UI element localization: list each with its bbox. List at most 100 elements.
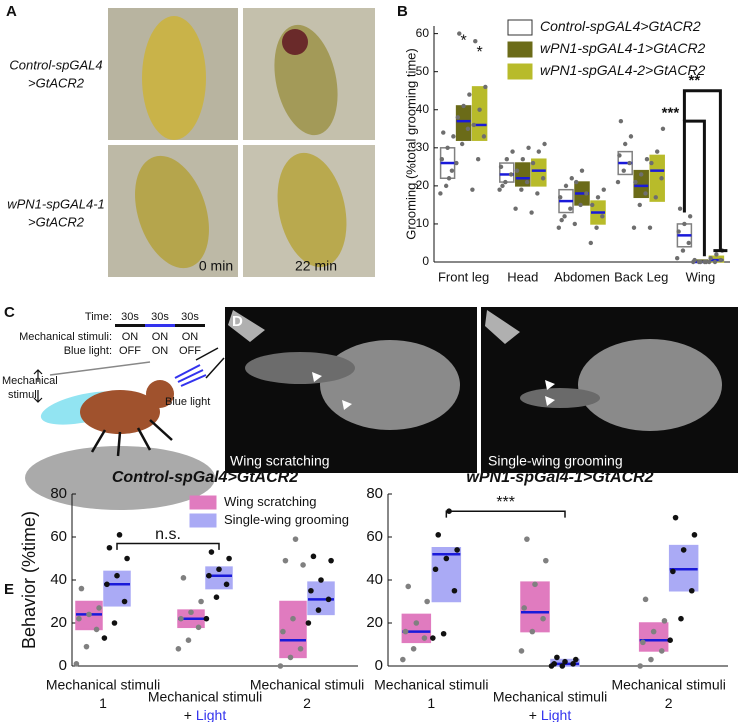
data-point <box>660 126 666 131</box>
data-point <box>572 221 577 227</box>
data-point <box>686 240 691 246</box>
significance-bracket <box>445 510 566 518</box>
data-point <box>223 581 230 588</box>
data-point <box>325 596 332 603</box>
data-point <box>504 157 509 162</box>
data-point <box>698 259 703 265</box>
x-tick-label: Wing <box>686 269 716 284</box>
data-point <box>687 214 693 219</box>
state: ON <box>122 331 139 343</box>
data-point <box>86 611 92 618</box>
data-point <box>454 160 459 166</box>
x-tick-sublabel: + Light <box>529 707 572 722</box>
probe <box>49 361 151 376</box>
data-point <box>185 637 192 643</box>
data-point <box>551 661 557 667</box>
panel-d: D Wing scratching Single-wing grooming <box>225 307 738 473</box>
data-point <box>570 661 576 667</box>
data-point <box>410 646 417 652</box>
data-point <box>542 141 547 147</box>
data-point <box>559 217 564 223</box>
time-label: 22 min <box>295 258 337 274</box>
fly-head <box>146 380 174 408</box>
sublabel-text: 2 <box>303 695 311 711</box>
data-point <box>718 257 723 263</box>
data-point <box>287 654 294 661</box>
y-tick-label: 60 <box>366 528 383 545</box>
data-point <box>435 532 442 538</box>
data-point <box>310 553 317 560</box>
data-point <box>655 149 660 154</box>
data-point <box>524 179 530 185</box>
data-point <box>714 252 719 257</box>
data-point <box>530 160 536 166</box>
timeline <box>175 324 205 327</box>
light <box>174 364 207 387</box>
data-point <box>529 628 536 635</box>
data-point <box>106 544 113 551</box>
x-tick-sublabel: 2 <box>303 695 311 711</box>
box <box>401 613 432 644</box>
data-point <box>503 179 508 185</box>
data-point <box>540 615 546 622</box>
data-point <box>569 176 574 181</box>
data-point <box>633 179 638 185</box>
box <box>455 105 472 141</box>
chart-title: Control-spGal4>GtACR2 <box>112 469 298 486</box>
data-point <box>672 514 679 521</box>
data-point <box>96 605 102 611</box>
data-point <box>568 206 573 211</box>
significance-bracket <box>682 119 706 257</box>
timeline <box>145 324 175 327</box>
data-point <box>73 661 80 667</box>
data-point <box>590 202 595 208</box>
x-tick-label: Mechanical stimuli <box>250 677 364 693</box>
timeline <box>115 324 145 327</box>
data-point <box>424 598 430 605</box>
x-tick-label: Mechanical stimuli <box>46 677 160 693</box>
state: ON <box>152 331 169 343</box>
data-point <box>617 153 622 158</box>
sublabel-text: + <box>529 707 537 722</box>
data-point <box>649 160 654 166</box>
legend-label: wPN1-spGAL4-2>GtACR2 <box>540 62 706 78</box>
y-tick-label: 80 <box>366 485 383 502</box>
data-point <box>405 583 412 590</box>
annotation: * <box>476 44 482 61</box>
data-point <box>682 221 687 227</box>
data-point <box>175 646 182 652</box>
data-point <box>83 643 90 650</box>
data-point <box>467 92 472 97</box>
y-tick-label: 40 <box>416 102 430 116</box>
data-point <box>559 663 566 669</box>
data-point <box>621 168 626 173</box>
data-point <box>628 134 634 139</box>
data-point <box>473 39 478 44</box>
sublabel-text: 2 <box>665 695 673 711</box>
data-point <box>457 31 462 36</box>
data-point <box>579 168 585 173</box>
data-point <box>483 84 488 90</box>
y-tick-label: 20 <box>416 178 430 192</box>
annotation: * <box>460 32 466 49</box>
data-point <box>446 176 452 181</box>
data-point <box>180 575 187 581</box>
x-tick-label: Abdomen <box>554 269 610 284</box>
panel-a: Control-spGAL4 >GtACR2 wPN1-spGAL4-1 >Gt… <box>7 8 375 277</box>
data-point <box>432 566 439 573</box>
chart-title: wPN1-spGal4-1>GtACR2 <box>466 469 653 486</box>
data-point <box>121 598 128 605</box>
data-point <box>513 206 518 211</box>
x-tick-label: Back Leg <box>614 269 668 284</box>
data-point <box>678 615 684 622</box>
data-point <box>703 259 709 265</box>
data-point <box>631 225 637 230</box>
fiber <box>195 347 225 379</box>
data-point <box>518 648 525 654</box>
data-point <box>198 598 204 605</box>
data-point <box>497 187 502 192</box>
box <box>633 169 649 199</box>
data-point <box>556 225 561 230</box>
data-point <box>461 103 466 109</box>
y-tick-label: 10 <box>416 216 430 230</box>
